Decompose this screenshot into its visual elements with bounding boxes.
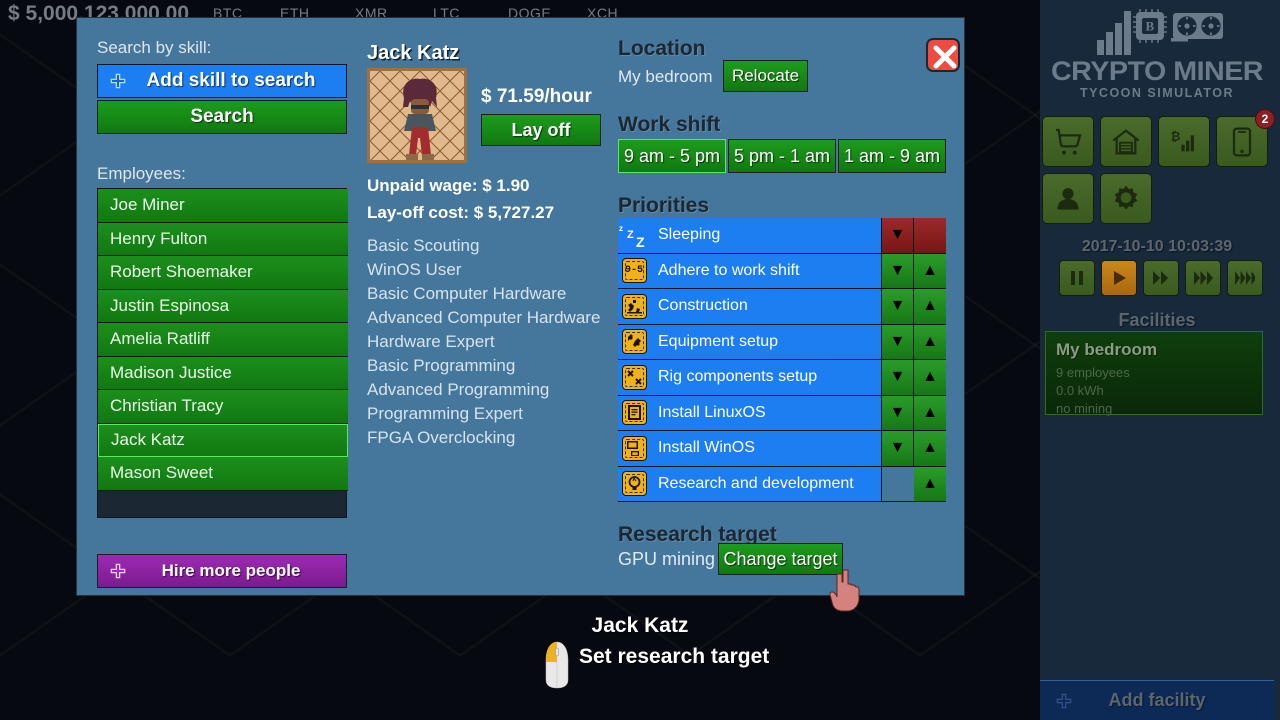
svg-text:Z: Z bbox=[627, 229, 634, 241]
svg-text:CRYPTO MINER: CRYPTO MINER bbox=[1051, 56, 1263, 86]
svg-text:Z: Z bbox=[636, 234, 645, 248]
svg-text:z: z bbox=[619, 224, 623, 233]
svg-text:₿: ₿ bbox=[1171, 129, 1181, 143]
svg-text:TYCOON SIMULATOR: TYCOON SIMULATOR bbox=[1080, 86, 1234, 100]
svg-text:B: B bbox=[1146, 19, 1155, 34]
